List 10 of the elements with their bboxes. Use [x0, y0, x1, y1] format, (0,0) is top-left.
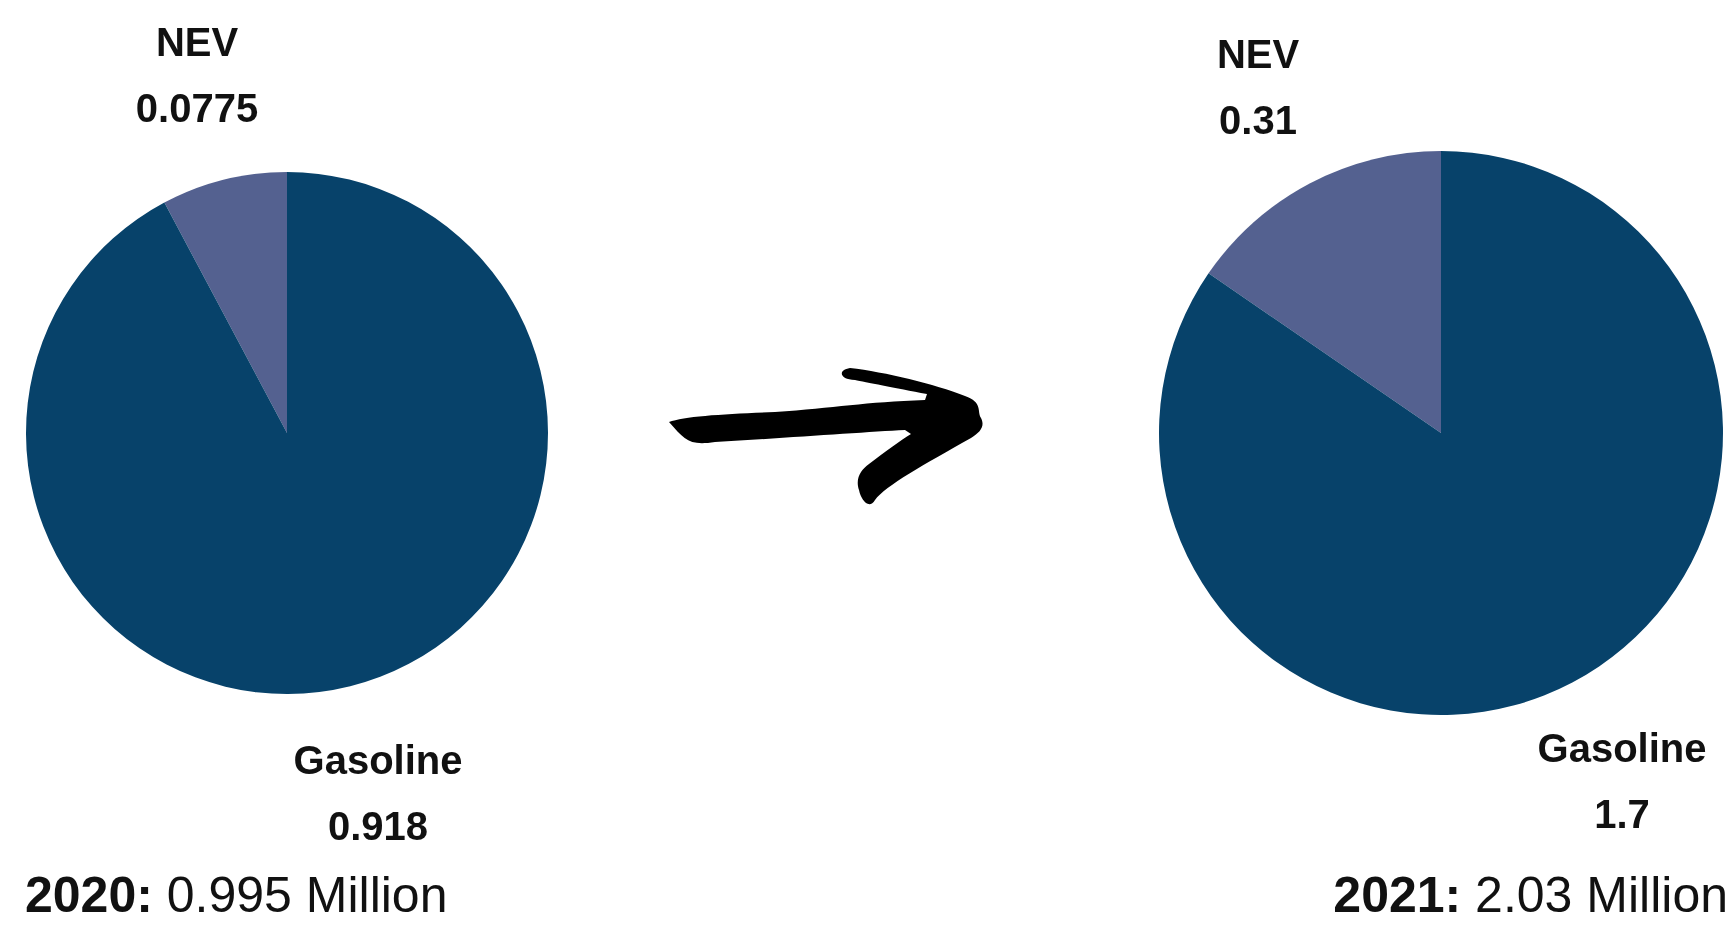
- data-label: 0.0775: [135, 86, 259, 130]
- slice-label: NEV: [155, 20, 239, 64]
- text: 2021: 2.03 Million: [1333, 867, 1728, 923]
- text: 2020: 0.995 Million: [25, 867, 448, 923]
- slice-label: Gasoline: [293, 738, 463, 782]
- data-label: 0.918: [327, 804, 429, 848]
- data-label: 0.31: [1219, 98, 1297, 142]
- data-label: 1.7: [1594, 792, 1650, 836]
- slice-label: Gasoline: [1537, 726, 1707, 770]
- slice-label: NEV: [1216, 32, 1300, 76]
